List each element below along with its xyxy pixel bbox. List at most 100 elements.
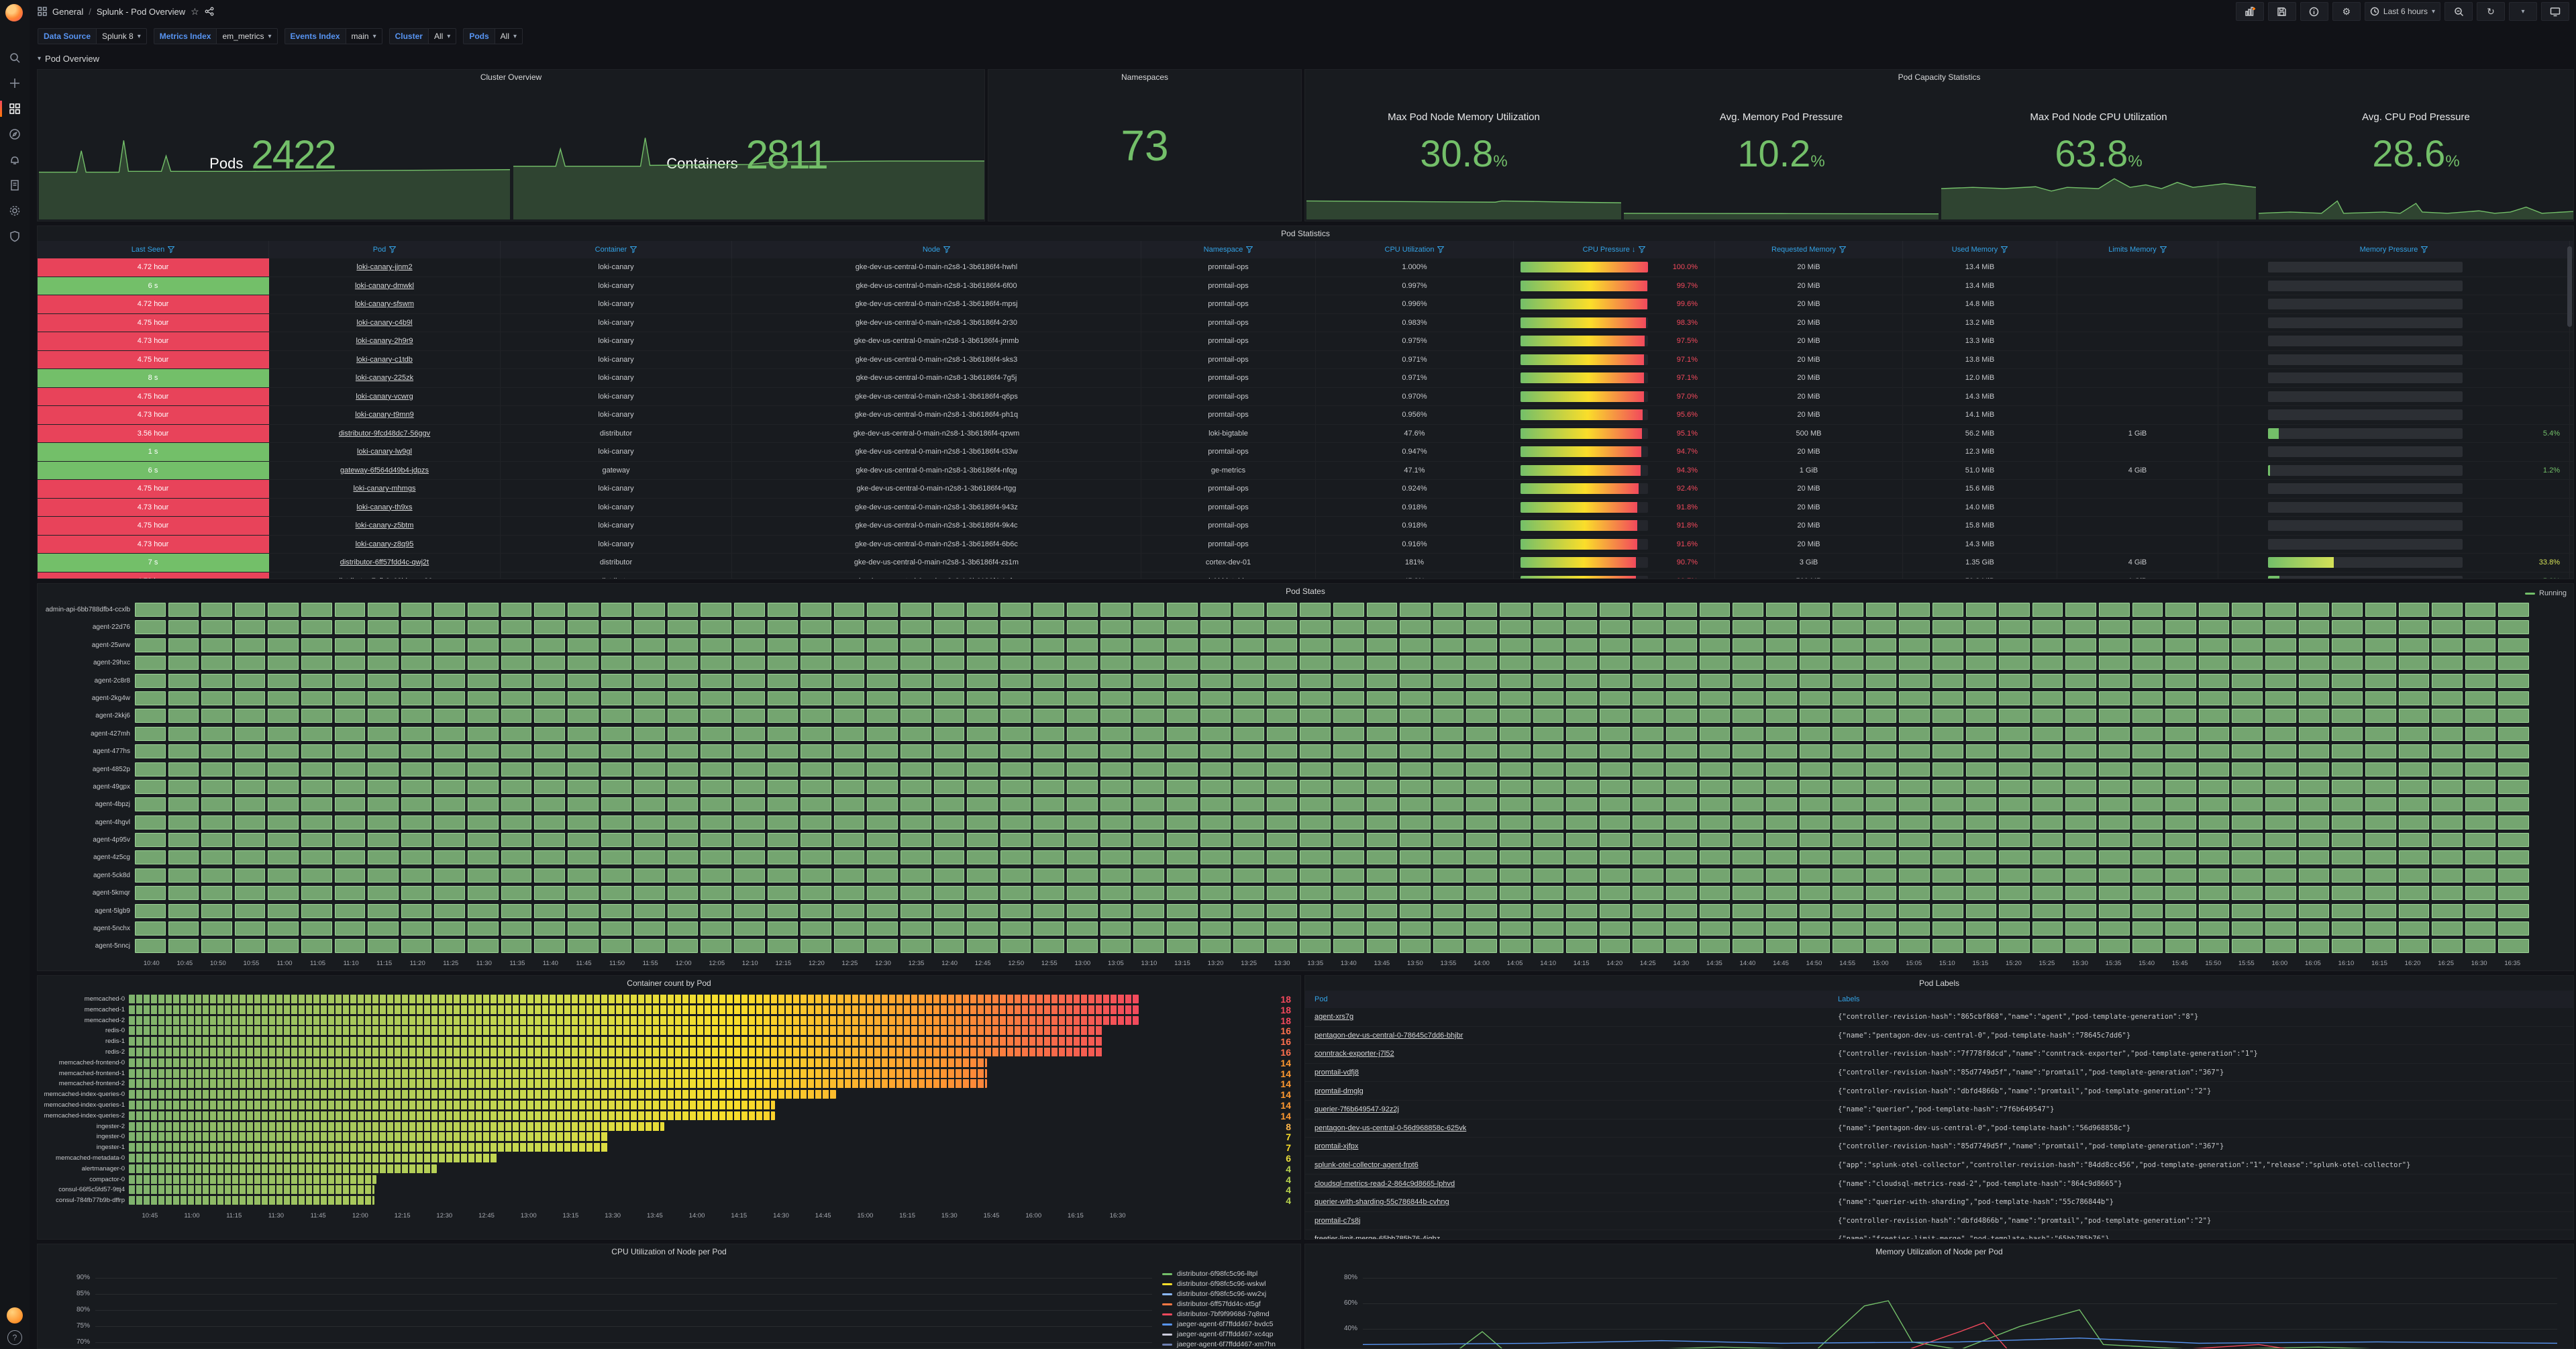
state-cell-running[interactable] [667, 886, 699, 901]
state-cell-running[interactable] [401, 815, 432, 830]
state-cell-running[interactable] [2165, 921, 2196, 936]
dashboard-row-toggle[interactable]: ▾ Pod Overview [38, 54, 99, 64]
state-cell-running[interactable] [833, 691, 865, 705]
state-cell-running[interactable] [701, 691, 731, 705]
state-cell-running[interactable] [368, 903, 399, 918]
state-cell-running[interactable] [1266, 797, 1298, 812]
state-cell-running[interactable] [534, 762, 565, 777]
state-cell-running[interactable] [1166, 779, 1198, 794]
state-cell-running[interactable] [1865, 868, 1897, 883]
state-cell-running[interactable] [767, 797, 798, 812]
state-cell-running[interactable] [234, 850, 266, 865]
state-cell-running[interactable] [1000, 656, 1031, 670]
dashboards-icon[interactable] [0, 99, 30, 118]
state-cell-running[interactable] [667, 903, 699, 918]
state-cell-running[interactable] [1566, 726, 1597, 741]
state-cell-running[interactable] [2165, 850, 2196, 865]
state-cell-running[interactable] [1566, 638, 1597, 652]
state-cell-running[interactable] [2465, 868, 2496, 883]
state-cell-running[interactable] [1799, 691, 1831, 705]
state-cell-running[interactable] [1233, 779, 1264, 794]
state-cell-running[interactable] [1233, 850, 1264, 865]
state-cell-running[interactable] [2298, 744, 2330, 759]
state-cell-running[interactable] [1965, 779, 1997, 794]
state-cell-running[interactable] [501, 850, 532, 865]
state-cell-running[interactable] [1865, 620, 1897, 635]
state-cell-running[interactable] [2332, 762, 2363, 777]
state-cell-running[interactable] [1133, 673, 1164, 688]
state-cell-running[interactable] [1300, 673, 1331, 688]
state-cell-running[interactable] [567, 939, 599, 954]
state-cell-running[interactable] [1266, 921, 1298, 936]
state-cell-running[interactable] [2065, 709, 2097, 723]
state-cell-running[interactable] [1333, 797, 1364, 812]
state-cell-running[interactable] [1733, 886, 1763, 901]
state-cell-running[interactable] [2132, 691, 2163, 705]
state-cell-running[interactable] [1233, 921, 1264, 936]
state-cell-running[interactable] [867, 656, 898, 670]
state-cell-running[interactable] [1000, 603, 1031, 617]
state-cell-running[interactable] [900, 638, 931, 652]
state-cell-running[interactable] [767, 886, 798, 901]
state-cell-running[interactable] [767, 939, 798, 954]
state-cell-running[interactable] [2398, 656, 2430, 670]
state-cell-running[interactable] [434, 921, 466, 936]
state-cell-running[interactable] [2432, 762, 2463, 777]
state-cell-running[interactable] [1765, 903, 1797, 918]
state-cell-running[interactable] [2165, 939, 2196, 954]
state-cell-running[interactable] [2498, 656, 2529, 670]
state-cell-running[interactable] [1932, 939, 1963, 954]
state-cell-running[interactable] [1300, 815, 1331, 830]
state-cell-running[interactable] [1833, 762, 1863, 777]
column-header-limits-memory[interactable]: Limits Memory [2057, 241, 2218, 258]
state-cell-running[interactable] [1999, 903, 2030, 918]
state-cell-running[interactable] [2232, 833, 2263, 848]
state-cell-running[interactable] [135, 903, 166, 918]
state-cell-running[interactable] [1733, 673, 1763, 688]
state-cell-running[interactable] [967, 868, 998, 883]
state-cell-running[interactable] [933, 744, 965, 759]
state-cell-running[interactable] [1699, 603, 1731, 617]
state-cell-running[interactable] [1999, 886, 2030, 901]
state-cell-running[interactable] [1566, 815, 1597, 830]
state-cell-running[interactable] [1133, 762, 1164, 777]
state-cell-running[interactable] [2032, 656, 2063, 670]
state-cell-running[interactable] [2465, 744, 2496, 759]
state-cell-running[interactable] [1865, 709, 1897, 723]
state-cell-running[interactable] [900, 762, 931, 777]
pod-link[interactable]: querier-with-sharding-55c786844b-cvhng [1315, 1198, 1449, 1207]
state-cell-running[interactable] [534, 638, 565, 652]
state-cell-running[interactable] [733, 620, 765, 635]
state-cell-running[interactable] [1466, 620, 1498, 635]
state-cell-running[interactable] [601, 868, 632, 883]
state-cell-running[interactable] [1500, 921, 1531, 936]
state-cell-running[interactable] [733, 779, 765, 794]
state-cell-running[interactable] [1733, 744, 1763, 759]
state-cell-running[interactable] [1400, 744, 1431, 759]
state-cell-running[interactable] [1566, 903, 1597, 918]
state-cell-running[interactable] [2198, 656, 2230, 670]
state-cell-running[interactable] [667, 726, 699, 741]
variable-value-dropdown[interactable]: All ▾ [427, 28, 457, 44]
state-cell-running[interactable] [601, 762, 632, 777]
state-cell-running[interactable] [1566, 603, 1597, 617]
state-cell-running[interactable] [1433, 762, 1464, 777]
state-cell-running[interactable] [801, 815, 831, 830]
state-cell-running[interactable] [1500, 744, 1531, 759]
state-cell-running[interactable] [401, 833, 432, 848]
state-cell-running[interactable] [1166, 656, 1198, 670]
state-cell-running[interactable] [2298, 691, 2330, 705]
state-cell-running[interactable] [1533, 903, 1564, 918]
state-cell-running[interactable] [900, 886, 931, 901]
state-cell-running[interactable] [2265, 673, 2296, 688]
state-cell-running[interactable] [2498, 833, 2529, 848]
state-cell-running[interactable] [501, 797, 532, 812]
state-cell-running[interactable] [2165, 744, 2196, 759]
state-cell-running[interactable] [1433, 921, 1464, 936]
state-cell-running[interactable] [2232, 620, 2263, 635]
state-cell-running[interactable] [434, 833, 466, 848]
state-cell-running[interactable] [1233, 797, 1264, 812]
state-cell-running[interactable] [801, 921, 831, 936]
state-cell-running[interactable] [1533, 815, 1564, 830]
state-cell-running[interactable] [2065, 673, 2097, 688]
